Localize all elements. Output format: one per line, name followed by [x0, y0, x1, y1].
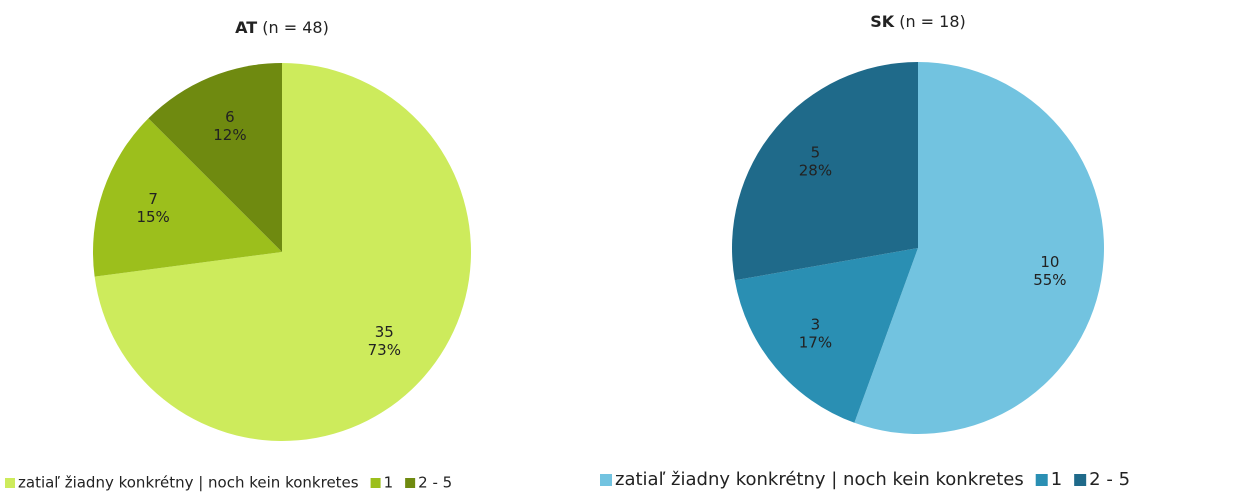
legend-label: zatiaľ žiadny konkrétny | noch kein konk… [18, 474, 359, 492]
chart-title: SK (n = 18) [870, 12, 966, 31]
pie-slice [94, 63, 472, 441]
chart-title-main: AT [235, 18, 257, 37]
legend-swatch [1035, 474, 1048, 486]
slice-percent-label: 12% [213, 126, 246, 144]
slice-value-label: 6 [225, 108, 235, 126]
chart-title: AT (n = 48) [235, 18, 329, 37]
chart-title-n: (n = 18) [894, 12, 966, 31]
pie-slice [93, 118, 282, 277]
pie-slice [854, 62, 1105, 434]
slice-percent-label: 73% [368, 341, 401, 359]
slice-percent-label: 15% [136, 208, 169, 226]
pie-slice [732, 62, 918, 281]
slice-percent-label: 17% [799, 334, 832, 352]
legend-label: 2 - 5 [418, 474, 452, 492]
slice-value-label: 3 [811, 316, 821, 334]
legend-swatch [1074, 474, 1087, 486]
slice-value-label: 10 [1040, 253, 1059, 271]
legend-swatch [5, 478, 15, 488]
chart-title-main: SK [870, 12, 895, 31]
slice-value-label: 5 [811, 143, 821, 161]
legend-swatch [600, 474, 612, 486]
legend-label: 1 [384, 474, 394, 492]
legend-label: 2 - 5 [1089, 469, 1130, 490]
legend-swatch [405, 478, 416, 488]
pie-slice [734, 248, 918, 423]
legend-swatch [370, 478, 381, 488]
slice-percent-label: 28% [799, 161, 832, 179]
slice-percent-label: 55% [1033, 271, 1066, 289]
chart-title-n: (n = 48) [257, 18, 329, 37]
pie-slice [148, 63, 282, 252]
legend-label: zatiaľ žiadny konkrétny | noch kein konk… [615, 469, 1024, 490]
slice-value-label: 7 [148, 190, 158, 208]
slice-value-label: 35 [375, 323, 394, 341]
legend-label: 1 [1051, 469, 1062, 490]
